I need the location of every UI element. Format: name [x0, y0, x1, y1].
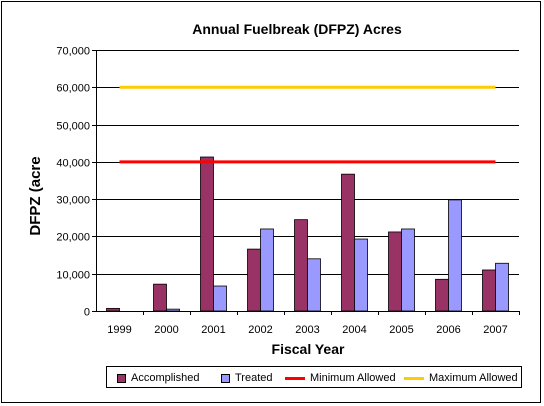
- x-tick-label: 2005: [389, 324, 413, 336]
- x-tick-label: 2000: [154, 324, 178, 336]
- bar-accomplished-2006: [435, 278, 449, 312]
- bar-treated-2005: [401, 228, 415, 312]
- legend-swatch-treated: [221, 373, 230, 383]
- chart-title: Annual Fuelbreak (DFPZ) Acres: [192, 21, 402, 37]
- x-tick-label: 2001: [201, 324, 225, 336]
- bar-accomplished-1999: [106, 307, 120, 312]
- legend-item-accomplished: Accomplished: [117, 371, 199, 385]
- bar-treated-2003: [307, 258, 321, 312]
- x-tick-labels: 1999 2000 2001 2002 2003 2004 2005 2006 2007: [107, 324, 507, 336]
- axes: [92, 50, 520, 315]
- bar-treated-2004: [354, 238, 368, 312]
- bar-accomplished-2002: [247, 248, 261, 312]
- legend-item-maximum-allowed: Maximum Allowed: [404, 371, 518, 385]
- y-tick-label: 50,000: [56, 121, 90, 133]
- bar-accomplished-2003: [294, 219, 308, 312]
- x-tick-label: 2003: [295, 324, 319, 336]
- legend-label-treated: Treated: [235, 372, 273, 384]
- bar-accomplished-2004: [341, 173, 355, 312]
- legend-swatch-accomplished: [117, 373, 126, 383]
- bar-treated-2000: [166, 308, 180, 312]
- bar-accomplished-2000: [153, 283, 167, 312]
- bar-treated-2002: [260, 228, 274, 312]
- x-tick-label: 2004: [342, 324, 366, 336]
- legend: Accomplished Treated Minimum Allowed Max…: [106, 366, 522, 388]
- y-axis-label: DFPZ (acre: [27, 156, 44, 235]
- y-tick-label: 20,000: [56, 232, 90, 244]
- legend-label-maximum-allowed: Maximum Allowed: [429, 372, 518, 384]
- y-tick-label: 60,000: [56, 83, 90, 95]
- x-tick-label: 2006: [436, 324, 460, 336]
- legend-label-minimum-allowed: Minimum Allowed: [310, 372, 396, 384]
- y-tick-labels: 0 10,000 20,000 30,000 40,000 50,000 60,000 70,…: [56, 46, 90, 319]
- bar-treated-2007: [495, 262, 509, 312]
- x-axis-label: Fiscal Year: [272, 341, 345, 357]
- y-tick-label: 0: [84, 307, 90, 319]
- y-tick-label: 40,000: [56, 158, 90, 170]
- x-tick-label: 2007: [483, 324, 507, 336]
- bar-treated-2001: [213, 285, 227, 312]
- bars: [106, 156, 509, 312]
- reference-lines: [119, 85, 496, 164]
- y-tick-label: 30,000: [56, 195, 90, 207]
- legend-item-treated: Treated: [221, 371, 273, 385]
- legend-line-minimum-allowed: [285, 376, 305, 380]
- legend-line-maximum-allowed: [404, 376, 424, 380]
- bar-accomplished-2005: [388, 231, 402, 312]
- y-tick-label: 70,000: [56, 46, 90, 58]
- x-tick-label: 2002: [248, 324, 272, 336]
- x-tick-label: 1999: [107, 324, 131, 336]
- legend-label-accomplished: Accomplished: [131, 372, 200, 384]
- legend-item-minimum-allowed: Minimum Allowed: [285, 371, 396, 385]
- y-tick-label: 10,000: [56, 270, 90, 282]
- bar-treated-2006: [448, 199, 462, 312]
- bar-accomplished-2007: [482, 269, 496, 312]
- bar-accomplished-2001: [200, 156, 214, 312]
